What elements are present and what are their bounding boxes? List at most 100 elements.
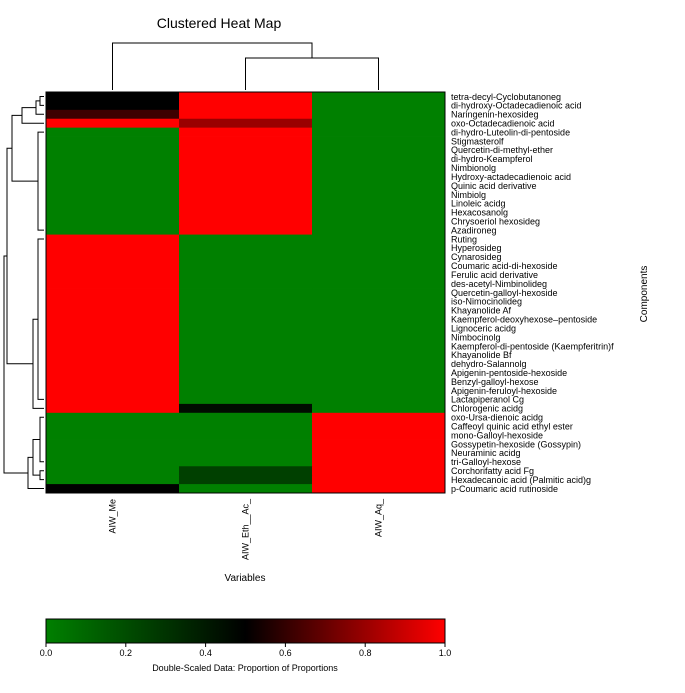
dendrogram-branch: [39, 95, 44, 106]
heatmap-frame: [45, 91, 446, 494]
row-label: Nimbiolg: [451, 190, 486, 200]
heatmap-cell: [179, 466, 313, 476]
heatmap-cell: [179, 412, 313, 423]
row-label: tri-Galloyl-hexose: [451, 457, 521, 467]
heatmap-cell: [46, 190, 180, 200]
heatmap-cell: [312, 341, 446, 351]
row-label: Cynarosideg: [451, 252, 502, 262]
heatmap-cell: [46, 207, 180, 218]
heatmap-cell: [179, 261, 313, 271]
heatmap-cell: [46, 252, 180, 262]
heatmap-cell: [179, 484, 313, 494]
heatmap-cell: [179, 332, 313, 342]
heatmap-cell: [312, 394, 446, 405]
dendrogram-branch: [6, 147, 33, 365]
row-label: Neuraminic acidg: [451, 448, 521, 458]
dendrogram-branch: [11, 114, 38, 182]
heatmap-cell: [179, 288, 313, 298]
heatmap-cell: [312, 198, 446, 209]
heatmap-cell: [46, 181, 180, 191]
colorbar-label: Double-Scaled Data: Proportion of Propor…: [152, 663, 338, 673]
heatmap-cell: [312, 403, 446, 414]
heatmap-cell: [46, 109, 180, 120]
heatmap-cell: [312, 252, 446, 262]
heatmap-cell: [46, 403, 180, 414]
dendrogram-branch: [21, 107, 44, 124]
heatmap-cell: [179, 145, 313, 155]
heatmap-cell: [312, 243, 446, 253]
row-label: Khayanolide Bf: [451, 350, 512, 360]
row-label: Gossypetin-hexoside (Gossypin): [451, 439, 581, 449]
column-label: AIW_Aq_: [374, 498, 384, 537]
row-label: Quercetin-galloyl-hexoside: [451, 288, 558, 298]
heatmap-cell: [312, 207, 446, 218]
heatmap-cell: [46, 457, 180, 467]
heatmap-cell: [312, 386, 446, 396]
heatmap-cell: [312, 234, 446, 244]
dendrogram-branch: [112, 42, 313, 90]
column-dendrogram: [112, 42, 379, 90]
heatmap-cell: [46, 118, 180, 129]
heatmap-cell: [179, 190, 313, 200]
heatmap-cell: [46, 127, 180, 137]
colorbar-tick-label: 0.2: [120, 648, 133, 658]
chart-title: Clustered Heat Map: [157, 15, 282, 31]
row-label: Ferulic acid derivative: [451, 270, 538, 280]
row-label: Azadironeg: [451, 225, 497, 235]
heatmap-cell: [312, 92, 446, 102]
row-label: di-hydroxy-Octadecadienoic acid: [451, 101, 582, 111]
heatmap-cell: [179, 207, 313, 218]
row-label: Kaempferol-di-pentoside (Kaempferitrin)f: [451, 341, 614, 351]
row-label: Kaempferol-deoxyhexose–pentoside: [451, 315, 597, 325]
row-label: Lactapiperanol Cg: [451, 395, 524, 405]
heatmap-cell: [179, 394, 313, 405]
heatmap-cell: [312, 100, 446, 111]
dendrogram-branch: [39, 470, 44, 481]
row-label: tetra-decyl-Cyclobutanoneg: [451, 92, 561, 102]
row-label: di-hydro-Luteolin-di-pentoside: [451, 127, 570, 137]
heatmap-cell: [46, 332, 180, 342]
row-label: di-hydro-Keampferol: [451, 154, 533, 164]
heatmap-cell: [46, 475, 180, 485]
heatmap-cell: [46, 243, 180, 253]
heatmap-cell: [46, 484, 180, 494]
heatmap-cell: [179, 296, 313, 307]
heatmap-cell: [312, 350, 446, 360]
heatmap-cell: [46, 430, 180, 440]
heatmap-cell: [179, 350, 313, 360]
row-label: Khayanolide Af: [451, 306, 512, 316]
heatmap-cell: [179, 163, 313, 173]
row-dendrogram: [3, 95, 44, 490]
heatmap-cell: [46, 377, 180, 387]
heatmap-cell: [312, 484, 446, 494]
row-label: Chrysoeriol hexosideg: [451, 217, 540, 227]
heatmap-cell: [312, 368, 446, 378]
heatmap-cell: [312, 154, 446, 164]
heatmap-cell: [46, 359, 180, 369]
heatmap-cell: [179, 243, 313, 253]
heatmap-cell: [312, 109, 446, 120]
heatmap-cell: [312, 359, 446, 369]
heatmap-cell: [312, 466, 446, 476]
heatmap-cell: [46, 368, 180, 378]
dendrogram-branch: [3, 255, 28, 474]
heatmap-cell: [179, 475, 313, 485]
heatmap-cell: [179, 430, 313, 440]
colorbar-tick-label: 0.0: [40, 648, 53, 658]
heatmap-cell: [46, 466, 180, 476]
heatmap-cell: [312, 457, 446, 467]
heatmap-cell: [46, 323, 180, 333]
heatmap-cell: [179, 252, 313, 262]
heatmap-cell: [179, 341, 313, 351]
heatmap-cell: [179, 448, 313, 458]
row-label: iso-Nimocinolideg: [451, 297, 522, 307]
row-label: Naringenin-hexosideg: [451, 110, 539, 120]
heatmap-cell: [46, 234, 180, 244]
row-label: Benzyl-galloyl-hexose: [451, 377, 539, 387]
heatmap-cell: [312, 181, 446, 191]
heatmap-cell: [179, 457, 313, 467]
heatmap-cell: [46, 270, 180, 280]
heatmap-cell: [312, 127, 446, 137]
heatmap-cell: [46, 394, 180, 405]
row-label: Caffeoyl quinic acid ethyl ester: [451, 421, 573, 431]
